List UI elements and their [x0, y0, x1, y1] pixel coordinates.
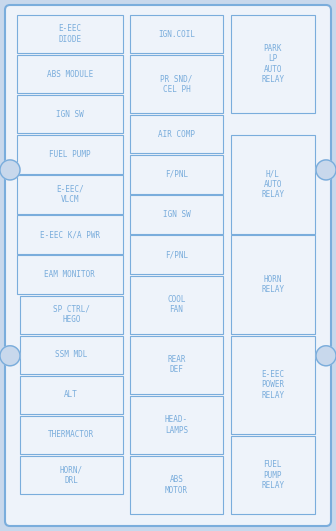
FancyBboxPatch shape: [231, 15, 315, 114]
Circle shape: [316, 346, 336, 366]
Text: IGN SW: IGN SW: [163, 210, 190, 219]
FancyBboxPatch shape: [231, 135, 315, 234]
Text: PR SND/
CEL PH: PR SND/ CEL PH: [160, 74, 193, 94]
FancyBboxPatch shape: [130, 396, 223, 454]
FancyBboxPatch shape: [17, 216, 123, 254]
Text: H/L
AUTO
RELAY: H/L AUTO RELAY: [261, 169, 284, 199]
FancyBboxPatch shape: [20, 416, 123, 454]
FancyBboxPatch shape: [130, 115, 223, 153]
Text: IGN SW: IGN SW: [56, 110, 84, 119]
FancyBboxPatch shape: [130, 15, 223, 53]
FancyBboxPatch shape: [231, 436, 315, 514]
FancyBboxPatch shape: [17, 55, 123, 93]
FancyBboxPatch shape: [130, 155, 223, 194]
FancyBboxPatch shape: [130, 195, 223, 234]
Text: F/PNL: F/PNL: [165, 250, 188, 259]
FancyBboxPatch shape: [20, 336, 123, 374]
Text: FUEL PUMP: FUEL PUMP: [49, 150, 91, 159]
Text: E-EEC
DIODE: E-EEC DIODE: [58, 24, 81, 44]
FancyBboxPatch shape: [20, 456, 123, 494]
FancyBboxPatch shape: [5, 5, 331, 526]
Text: HORN/
DRL: HORN/ DRL: [60, 465, 83, 485]
FancyBboxPatch shape: [17, 135, 123, 174]
FancyBboxPatch shape: [130, 235, 223, 273]
FancyBboxPatch shape: [130, 276, 223, 334]
Text: SSM MDL: SSM MDL: [55, 350, 87, 359]
FancyBboxPatch shape: [17, 95, 123, 133]
FancyBboxPatch shape: [130, 456, 223, 514]
Text: THERMACTOR: THERMACTOR: [48, 431, 94, 440]
Text: E-EEC
POWER
RELAY: E-EEC POWER RELAY: [261, 370, 284, 400]
Text: SP CTRL/
HEGO: SP CTRL/ HEGO: [53, 305, 90, 324]
FancyBboxPatch shape: [231, 235, 315, 334]
FancyBboxPatch shape: [17, 255, 123, 294]
FancyBboxPatch shape: [130, 336, 223, 394]
Text: ABS
MOTOR: ABS MOTOR: [165, 475, 188, 495]
Text: ABS MODULE: ABS MODULE: [47, 70, 93, 79]
Text: FUEL
PUMP
RELAY: FUEL PUMP RELAY: [261, 460, 284, 490]
FancyBboxPatch shape: [17, 175, 123, 213]
Circle shape: [316, 160, 336, 180]
Text: ALT: ALT: [65, 390, 78, 399]
FancyBboxPatch shape: [130, 55, 223, 114]
FancyBboxPatch shape: [17, 15, 123, 53]
Text: EAM MONITOR: EAM MONITOR: [44, 270, 95, 279]
Circle shape: [0, 160, 20, 180]
Text: COOL
FAN: COOL FAN: [167, 295, 186, 314]
FancyBboxPatch shape: [231, 336, 315, 434]
Text: E-EEC/
VLCM: E-EEC/ VLCM: [56, 185, 84, 204]
Text: HEAD-
LAMPS: HEAD- LAMPS: [165, 415, 188, 434]
Text: IGN.COIL: IGN.COIL: [158, 30, 195, 39]
FancyBboxPatch shape: [20, 376, 123, 414]
Text: E-EEC K/A PWR: E-EEC K/A PWR: [40, 230, 100, 239]
Text: HORN
RELAY: HORN RELAY: [261, 275, 284, 294]
Text: F/PNL: F/PNL: [165, 170, 188, 179]
Text: REAR
DEF: REAR DEF: [167, 355, 186, 374]
Circle shape: [0, 346, 20, 366]
FancyBboxPatch shape: [20, 296, 123, 334]
Text: AIR COMP: AIR COMP: [158, 130, 195, 139]
Text: PARK
LP
AUTO
RELAY: PARK LP AUTO RELAY: [261, 44, 284, 84]
